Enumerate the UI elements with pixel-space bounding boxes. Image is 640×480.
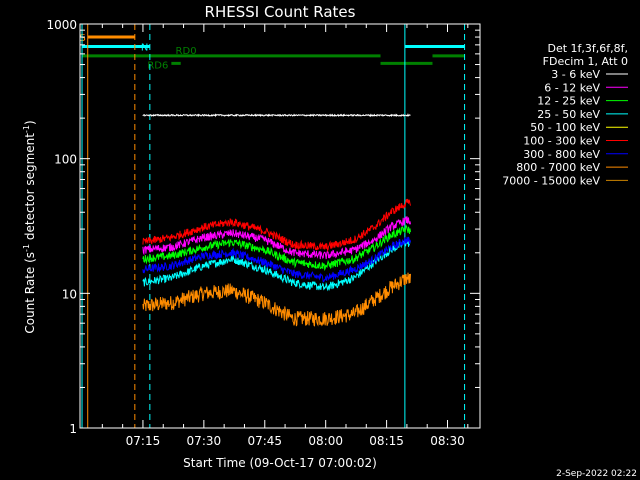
detector-flags: S N RD0 RD6 xyxy=(79,33,465,71)
series-line-6-12-kev xyxy=(142,216,411,260)
flag-label-s: S xyxy=(79,33,85,44)
chart-title: RHESSI Count Rates xyxy=(205,3,356,21)
x-tick-label: 08:00 xyxy=(308,434,343,448)
x-axis-label: Start Time (09-Oct-17 07:00:02) xyxy=(183,456,377,470)
flag-label-rd6: RD6 xyxy=(147,60,168,71)
legend-label: 300 - 800 keV xyxy=(523,148,600,161)
plot-frame xyxy=(79,23,481,429)
legend-label: 7000 - 15000 keV xyxy=(502,174,600,187)
y-tick-label: 100 xyxy=(54,153,77,167)
legend-label: 12 - 25 keV xyxy=(537,95,600,108)
y-axis-label-part1: Count Rate (s xyxy=(23,252,37,334)
y-tick-label: 1000 xyxy=(46,18,77,32)
legend-label: 6 - 12 keV xyxy=(544,81,600,94)
flag-label-n: N xyxy=(141,43,148,54)
y-axis-label-sup1: -1 xyxy=(22,244,31,252)
legend: Det 1f,3f,6f,8f, FDecim 1, Att 0 3 - 6 k… xyxy=(502,42,628,187)
legend-label: 25 - 50 keV xyxy=(537,108,600,121)
y-tick-label: 1 xyxy=(69,422,77,436)
legend-header-line2: FDecim 1, Att 0 xyxy=(543,55,628,68)
y-axis-label-part2: detector segment xyxy=(23,133,37,244)
x-tick-label: 08:30 xyxy=(430,434,465,448)
axes xyxy=(79,23,481,429)
y-tick-label: 10 xyxy=(62,287,77,301)
x-tick-label: 07:15 xyxy=(126,434,161,448)
legend-label: 50 - 100 keV xyxy=(530,121,600,134)
flag-label-rd0: RD0 xyxy=(176,46,197,57)
series-line-100-300-kev xyxy=(142,198,411,253)
series-line-800-7000-kev xyxy=(142,272,411,327)
vertical-markers xyxy=(81,24,466,428)
y-axis-label: Count Rate (s-1 detector segment-1) xyxy=(22,120,37,333)
series-line-300-800-kev xyxy=(142,236,411,283)
series-line-12-25-kev xyxy=(142,224,411,272)
legend-label: 800 - 7000 keV xyxy=(516,161,600,174)
legend-label: 3 - 6 keV xyxy=(551,68,600,81)
x-tick-label: 08:15 xyxy=(369,434,404,448)
ticks: 07:15 07:30 07:45 08:00 08:15 08:30 1 10 100 1000 xyxy=(46,18,480,448)
x-tick-label: 07:45 xyxy=(247,434,282,448)
y-axis-label-sup2: -1 xyxy=(22,125,31,133)
footer-date: 2-Sep-2022 02:22 xyxy=(556,469,637,479)
y-axis-label-part3: ) xyxy=(23,120,37,125)
series-line-3-6-kev xyxy=(142,113,411,118)
x-tick-label: 07:30 xyxy=(187,434,222,448)
legend-label: 100 - 300 keV xyxy=(523,135,600,148)
series-group xyxy=(142,113,411,327)
legend-header-line1: Det 1f,3f,6f,8f, xyxy=(547,42,628,55)
series-line-25-50-kev xyxy=(142,239,411,292)
